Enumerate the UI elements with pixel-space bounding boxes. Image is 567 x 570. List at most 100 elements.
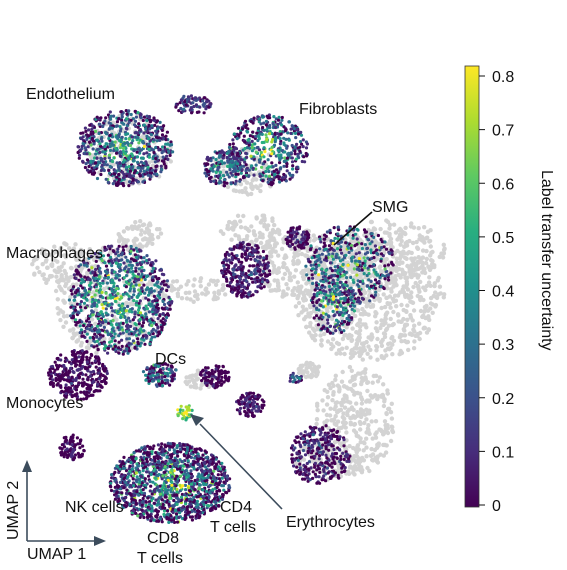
cell-point [82,301,87,305]
cell-point [233,286,238,290]
unlabeled-cell [411,284,416,290]
unlabeled-cell [78,343,84,348]
unlabeled-cell [347,364,353,370]
cell-point [261,162,265,166]
cell-point [237,275,241,279]
unlabeled-cell [388,316,393,322]
unlabeled-cell [218,229,224,234]
cell-point [254,150,258,154]
unlabeled-cell [133,236,138,241]
cell-point [165,288,169,293]
cell-point [245,123,249,127]
cell-point [130,295,134,299]
unlabeled-cell [430,310,435,315]
cell-point [135,150,139,154]
cell-point [243,140,247,144]
cell-point [124,285,128,289]
cell-point [267,269,272,273]
cell-point [104,177,108,181]
unlabeled-cell [298,364,304,369]
cell-point [254,271,258,275]
unlabeled-cell [399,302,404,308]
cell-point [119,139,123,144]
cell-point [271,181,275,185]
unlabeled-cell [394,256,399,261]
cell-point [117,177,121,181]
cell-point [126,270,130,274]
cell-point [101,124,105,129]
unlabeled-cell [324,412,330,418]
cell-point [223,257,228,261]
cell-point [91,147,95,151]
cell-point [134,246,138,250]
cell-point [142,169,146,173]
cell-point [240,268,244,272]
cell-point [278,137,282,141]
unlabeled-cell [253,184,259,189]
cell-point [111,249,115,253]
unlabeled-cell [405,303,410,308]
unlabeled-cell [417,237,422,242]
cell-point [272,115,276,119]
cell-point [257,148,262,152]
cell-point [293,246,297,250]
cell-point [125,258,129,262]
unlabeled-cell [437,254,442,260]
cell-point [143,342,147,346]
cell-point [85,168,90,172]
unlabeled-cell [56,280,61,285]
unlabeled-cell [315,401,320,406]
unlabeled-cell [343,333,348,338]
unlabeled-cell [375,379,381,384]
unlabeled-cell [399,238,404,244]
cell-point [230,256,234,260]
unlabeled-cell [396,313,401,318]
cell-point [91,124,95,128]
cell-point [230,252,234,256]
unlabeled-cell [384,443,389,448]
cell-point [125,124,129,128]
cell-point [290,156,294,160]
unlabeled-cell [344,345,349,350]
unlabeled-cell [235,213,241,218]
cell-point [228,167,232,172]
unlabeled-cell [366,312,371,317]
cell-point [218,153,222,157]
cell-point [235,157,239,161]
cell-point [166,142,170,146]
cell-point [256,250,260,254]
cell-point [139,169,143,173]
cell-point [127,297,131,301]
unlabeled-cell [366,335,371,340]
cell-point [282,172,286,177]
cell-point [125,274,129,278]
cell-point [236,289,240,293]
cell-point [291,167,295,171]
unlabeled-cell [385,391,390,396]
unlabeled-cell [325,395,331,400]
cell-point [298,145,302,149]
unlabeled-cell [358,427,363,432]
cell-point [99,284,103,288]
cell-point [265,265,269,269]
cell-point [294,157,298,161]
cell-point [166,149,171,153]
unlabeled-cell [391,267,397,272]
cell-point [76,145,80,149]
unlabeled-cell [340,414,345,420]
unlabeled-cell [354,433,359,438]
cell-point [154,164,158,169]
unlabeled-cell [121,229,127,234]
unlabeled-cell [364,304,369,309]
cell-point [289,228,293,233]
unlabeled-cell [338,351,343,356]
cell-point [112,149,116,153]
cell-point [264,169,268,174]
cell-point [118,161,122,165]
unlabeled-cell [328,386,333,391]
unlabeled-cell [439,251,444,256]
unlabeled-cell [192,380,197,385]
unlabeled-cell [424,283,429,289]
unlabeled-cell [116,232,121,237]
unlabeled-cell [71,327,76,332]
